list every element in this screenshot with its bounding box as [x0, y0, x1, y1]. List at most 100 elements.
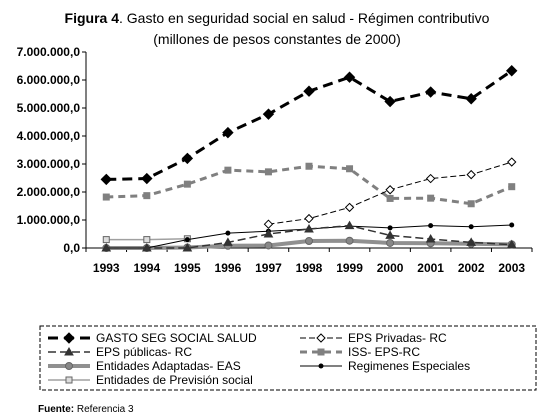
- legend-label: ISS- EPS-RC: [348, 345, 420, 359]
- series-line: [106, 164, 513, 206]
- data-point: [102, 236, 110, 244]
- legend-item-4: ISS- EPS-RC: [300, 345, 420, 359]
- x-tick-label: 1998: [296, 261, 323, 275]
- data-point: [223, 237, 233, 246]
- data-point: [468, 224, 474, 230]
- data-point: [184, 237, 190, 243]
- legend-item-3: EPS públicas- RC: [48, 345, 192, 359]
- y-tick-label: 4.000.000,0: [17, 129, 81, 143]
- data-point: [225, 230, 231, 236]
- data-point: [466, 237, 477, 246]
- chart-title-bold: Figura 4: [65, 10, 120, 26]
- x-tick-label: 1995: [174, 261, 201, 275]
- x-tick-label: 1993: [93, 261, 120, 275]
- data-point: [263, 219, 274, 229]
- data-point: [386, 194, 394, 202]
- data-point: [143, 236, 151, 244]
- y-tick-label: 0,0: [63, 241, 80, 255]
- data-point: [63, 332, 75, 344]
- data-point: [343, 71, 356, 83]
- data-point: [222, 126, 234, 139]
- data-point: [425, 173, 436, 184]
- y-tick-label: 2.000.000,0: [17, 185, 81, 199]
- legend-item-5: Entidades Adaptadas- EAS: [48, 359, 241, 373]
- data-point: [384, 95, 396, 108]
- series-1: [100, 65, 518, 186]
- data-point: [262, 108, 275, 120]
- data-point: [65, 362, 73, 370]
- y-tick-label: 5.000.000,0: [17, 101, 81, 115]
- data-point: [264, 168, 272, 176]
- y-tick-label: 6.000.000,0: [17, 73, 81, 87]
- x-tick-label: 2001: [417, 261, 444, 275]
- x-tick-label: 1994: [133, 261, 160, 275]
- x-tick-label: 1999: [336, 261, 363, 275]
- chart-title-rest: . Gasto en seguridad social en salud - R…: [119, 10, 490, 26]
- data-point: [317, 348, 325, 356]
- legend-label: GASTO SEG SOCIAL SALUD: [96, 331, 257, 345]
- data-point: [101, 242, 112, 252]
- data-point: [387, 225, 393, 231]
- legend-label: Entidades de Previsión social: [96, 373, 253, 387]
- chart-subtitle: (millones de pesos constantes de 2000): [153, 31, 400, 47]
- data-point: [316, 333, 326, 343]
- data-point: [264, 241, 273, 250]
- data-point: [386, 238, 395, 247]
- series-layer: [100, 65, 518, 252]
- data-point: [65, 376, 73, 384]
- legend-item-6: Regimenes Especiales: [300, 359, 470, 373]
- x-tick-label: 2002: [458, 261, 485, 275]
- x-tick-label: 1997: [255, 261, 282, 275]
- legend-label: EPS públicas- RC: [96, 345, 192, 359]
- data-point: [64, 346, 74, 356]
- data-point: [305, 237, 313, 245]
- data-point: [263, 228, 274, 238]
- series-4: [102, 162, 516, 208]
- data-point: [506, 65, 518, 77]
- data-point: [141, 172, 153, 185]
- legend-item-7: Entidades de Previsión social: [48, 373, 253, 387]
- data-point: [425, 234, 436, 243]
- data-point: [507, 157, 517, 167]
- source-label: Fuente:: [38, 404, 74, 415]
- series-2: [263, 157, 517, 229]
- data-point: [509, 222, 515, 228]
- data-point: [304, 213, 314, 224]
- data-point: [467, 200, 475, 208]
- data-point: [141, 242, 152, 252]
- source-note: Fuente: Referencia 3: [38, 404, 134, 415]
- data-point: [181, 152, 194, 165]
- x-tick-label: 2000: [377, 261, 404, 275]
- data-point: [424, 86, 437, 98]
- legend-label: EPS Privadas- RC: [348, 331, 447, 345]
- legend-label: Entidades Adaptadas- EAS: [96, 359, 241, 373]
- data-point: [318, 363, 324, 369]
- x-tick-label: 1996: [215, 261, 242, 275]
- data-point: [508, 183, 516, 191]
- y-tick-label: 7.000.000,0: [17, 45, 81, 59]
- data-point: [305, 162, 313, 170]
- data-point: [102, 193, 110, 201]
- data-point: [100, 173, 112, 186]
- data-point: [506, 239, 517, 249]
- chart-title: Figura 4. Gasto en seguridad social en s…: [65, 10, 490, 26]
- data-point: [346, 165, 354, 173]
- legend-item-1: GASTO SEG SOCIAL SALUD: [48, 331, 257, 345]
- y-tick-label: 1.000.000,0: [17, 213, 81, 227]
- legend-box: [39, 325, 537, 391]
- data-point: [183, 180, 191, 188]
- data-point: [224, 166, 232, 174]
- axes: 0,0 1.000.000,0 2.000.000,0 3.000.000,0 4.00…: [17, 45, 533, 275]
- legend-item-2: EPS Privadas- RC: [300, 331, 447, 345]
- data-point: [428, 223, 434, 229]
- data-point: [466, 169, 476, 180]
- legend-label: Regimenes Especiales: [348, 359, 470, 373]
- data-point: [345, 236, 354, 245]
- data-point: [427, 194, 435, 202]
- data-point: [465, 93, 477, 105]
- data-point: [143, 192, 151, 200]
- data-point: [304, 223, 314, 233]
- data-point: [344, 220, 355, 230]
